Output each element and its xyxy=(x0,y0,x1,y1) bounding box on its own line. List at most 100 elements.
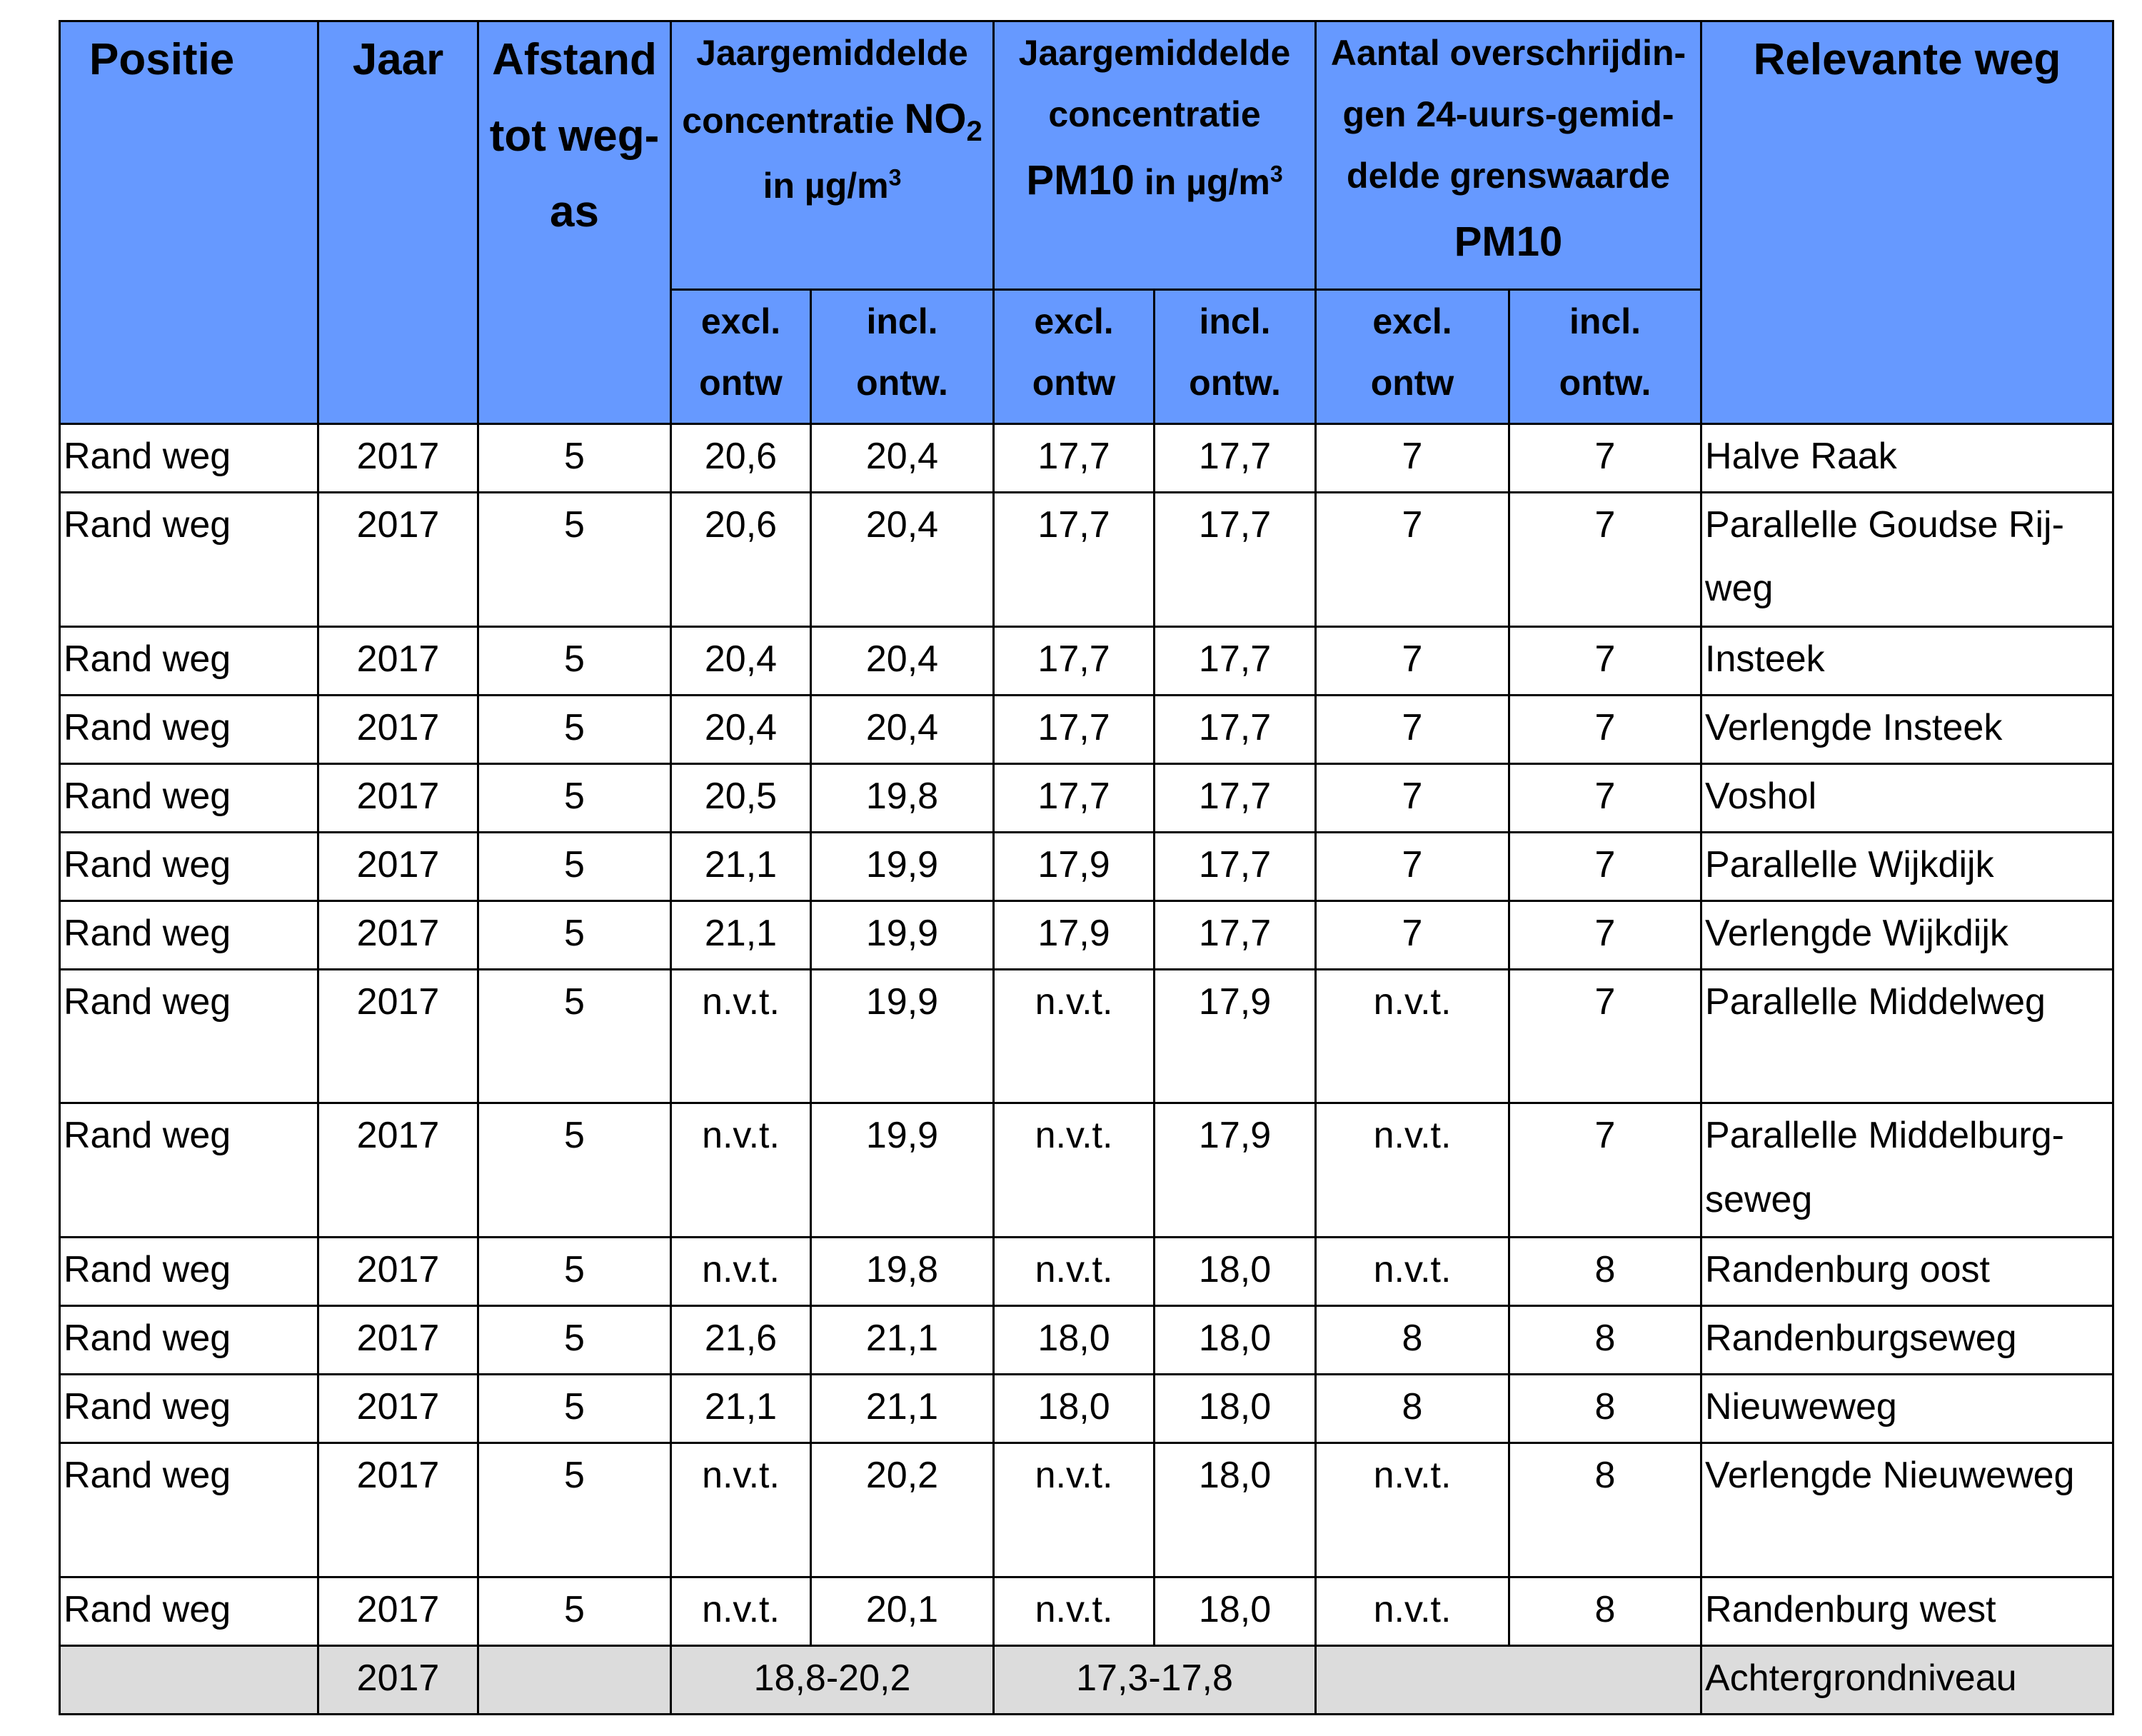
cell-relevante-weg: Voshol xyxy=(1700,762,2115,833)
cell-no2-incl: 20,1 xyxy=(809,1575,995,1647)
cell-positie: Rand weg xyxy=(59,1305,319,1376)
cell-ov-excl: n.v.t. xyxy=(1314,1575,1511,1647)
cell-no2-excl: 20,4 xyxy=(670,693,812,765)
footer-empty xyxy=(1314,1644,1703,1716)
cell-pm10-incl: 17,7 xyxy=(1153,693,1317,765)
footer-empty xyxy=(59,1644,319,1716)
cell-jaar: 2017 xyxy=(317,423,479,493)
cell-ov-incl: 7 xyxy=(1508,899,1703,970)
cell-ov-incl: 7 xyxy=(1508,491,1703,628)
cell-pm10-incl: 17,7 xyxy=(1153,762,1317,833)
background-row: 2017 18,8-20,2 17,3-17,8 Achtergrondnive… xyxy=(59,1644,2115,1716)
table-row: Rand weg 2017 5 20,4 20,4 17,7 17,7 7 7 Verlengde… xyxy=(59,693,2115,765)
cell-no2-incl: 19,9 xyxy=(809,1102,995,1239)
cell-no2-incl: 19,9 xyxy=(809,831,995,902)
cell-ov-incl: 8 xyxy=(1508,1236,1703,1308)
header-no2-incl: incl. ontw. xyxy=(809,289,995,425)
cell-ov-incl: 7 xyxy=(1508,693,1703,765)
cell-pm10-excl: 17,9 xyxy=(992,831,1156,902)
cell-pm10-incl: 17,9 xyxy=(1153,968,1317,1105)
cell-ov-excl: 8 xyxy=(1314,1373,1511,1445)
cell-positie: Rand weg xyxy=(59,968,319,1105)
cell-ov-excl: 7 xyxy=(1314,423,1511,493)
cell-jaar: 2017 xyxy=(317,1442,479,1578)
cell-no2-excl: n.v.t. xyxy=(670,968,812,1105)
cell-pm10-incl: 18,0 xyxy=(1153,1236,1317,1308)
cell-ov-incl: 7 xyxy=(1508,831,1703,902)
cell-no2-incl: 21,1 xyxy=(809,1373,995,1445)
air-quality-table: Positie Jaar Afstand tot weg-as Jaargemid… xyxy=(59,20,2115,1716)
cell-relevante-weg: Halve Raak xyxy=(1700,423,2115,493)
cell-pm10-incl: 17,9 xyxy=(1153,1102,1317,1239)
cell-no2-excl: n.v.t. xyxy=(670,1236,812,1308)
cell-no2-incl: 20,2 xyxy=(809,1442,995,1578)
table-row: Rand weg 2017 5 20,4 20,4 17,7 17,7 7 7 Insteek xyxy=(59,625,2115,696)
cell-no2-excl: 21,1 xyxy=(670,899,812,970)
cell-jaar: 2017 xyxy=(317,1102,479,1239)
cell-afstand: 5 xyxy=(477,1102,672,1239)
cell-no2-incl: 19,8 xyxy=(809,1236,995,1308)
cell-ov-excl: 7 xyxy=(1314,762,1511,833)
cell-pm10-incl: 18,0 xyxy=(1153,1373,1317,1445)
cell-pm10-excl: 17,9 xyxy=(992,899,1156,970)
header-ov-excl: excl. ontw xyxy=(1314,289,1511,425)
cell-no2-excl: n.v.t. xyxy=(670,1442,812,1578)
cell-jaar: 2017 xyxy=(317,491,479,628)
table-row: Rand weg 2017 5 n.v.t. 19,9 n.v.t. 17,9 n.v.t. 7… xyxy=(59,968,2115,1105)
cell-ov-excl: 7 xyxy=(1314,693,1511,765)
cell-jaar: 2017 xyxy=(317,1236,479,1308)
footer-no2-range: 18,8-20,2 xyxy=(669,1644,995,1716)
table-row: Rand weg 2017 5 n.v.t. 19,9 n.v.t. 17,9 n.v.t. 7… xyxy=(59,1102,2115,1239)
cell-pm10-excl: n.v.t. xyxy=(992,1102,1156,1239)
header-pm10-incl: incl. ontw. xyxy=(1153,289,1317,425)
cell-no2-excl: n.v.t. xyxy=(670,1102,812,1239)
header-jaar: Jaar xyxy=(317,20,479,425)
footer-jaar: 2017 xyxy=(317,1644,479,1716)
cell-pm10-incl: 17,7 xyxy=(1153,831,1317,902)
cell-relevante-weg: Randenburgseweg xyxy=(1700,1305,2115,1376)
cell-positie: Rand weg xyxy=(59,491,319,628)
cell-positie: Rand weg xyxy=(59,1102,319,1239)
cell-no2-excl: 21,1 xyxy=(670,831,812,902)
cell-no2-incl: 21,1 xyxy=(809,1305,995,1376)
cell-pm10-excl: n.v.t. xyxy=(992,1442,1156,1578)
table-row: Rand weg 2017 5 20,6 20,4 17,7 17,7 7 7 Halve Raa… xyxy=(59,423,2115,493)
cell-no2-excl: 21,6 xyxy=(670,1305,812,1376)
table-row: Rand weg 2017 5 n.v.t. 20,2 n.v.t. 18,0 n.v.t. 8… xyxy=(59,1442,2115,1578)
cell-pm10-excl: 17,7 xyxy=(992,762,1156,833)
cell-no2-excl: n.v.t. xyxy=(670,1575,812,1647)
cell-pm10-excl: 17,7 xyxy=(992,693,1156,765)
cell-pm10-excl: n.v.t. xyxy=(992,1236,1156,1308)
cell-no2-incl: 20,4 xyxy=(809,423,995,493)
footer-empty xyxy=(477,1644,672,1716)
cell-pm10-incl: 18,0 xyxy=(1153,1442,1317,1578)
cell-afstand: 5 xyxy=(477,1236,672,1308)
table-row: Rand weg 2017 5 21,1 19,9 17,9 17,7 7 7 Verlengde… xyxy=(59,899,2115,970)
cell-positie: Rand weg xyxy=(59,831,319,902)
cell-pm10-excl: n.v.t. xyxy=(992,1575,1156,1647)
header-relevante-weg: Relevante weg xyxy=(1700,20,2115,425)
cell-ov-excl: 7 xyxy=(1314,831,1511,902)
cell-positie: Rand weg xyxy=(59,762,319,833)
cell-afstand: 5 xyxy=(477,1575,672,1647)
cell-afstand: 5 xyxy=(477,831,672,902)
cell-positie: Rand weg xyxy=(59,625,319,696)
header-overschrijdingen: Aantal overschrijdin- gen 24-uurs-gemid-… xyxy=(1314,20,1703,291)
cell-pm10-incl: 17,7 xyxy=(1153,625,1317,696)
cell-ov-excl: 7 xyxy=(1314,491,1511,628)
cell-relevante-weg: Parallelle Wijkdijk xyxy=(1700,831,2115,902)
cell-positie: Rand weg xyxy=(59,1575,319,1647)
cell-relevante-weg: Parallelle Middelweg xyxy=(1700,968,2115,1105)
table-row: Rand weg 2017 5 21,6 21,1 18,0 18,0 8 8 Randenbur… xyxy=(59,1305,2115,1376)
cell-jaar: 2017 xyxy=(317,625,479,696)
header-pm10: Jaargemiddelde concentratie PM10 in µg/m… xyxy=(992,20,1317,291)
cell-positie: Rand weg xyxy=(59,1373,319,1445)
cell-ov-incl: 7 xyxy=(1508,625,1703,696)
footer-weg: Achtergrondniveau xyxy=(1700,1644,2115,1716)
cell-no2-excl: 20,6 xyxy=(670,423,812,493)
cell-ov-excl: n.v.t. xyxy=(1314,1236,1511,1308)
cell-jaar: 2017 xyxy=(317,762,479,833)
cell-ov-incl: 8 xyxy=(1508,1373,1703,1445)
cell-pm10-excl: n.v.t. xyxy=(992,968,1156,1105)
header-positie: Positie xyxy=(59,20,319,425)
